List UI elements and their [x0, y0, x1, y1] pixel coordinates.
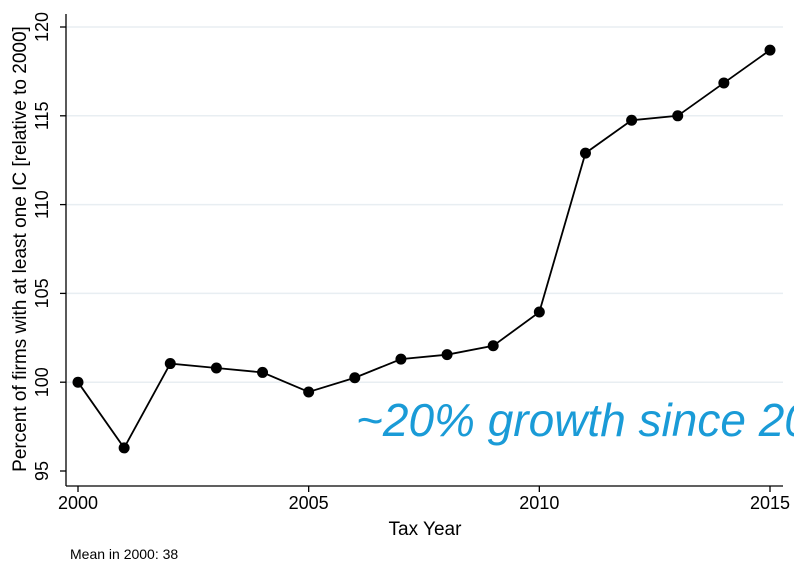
data-point-2001 [118, 442, 130, 454]
series-line [77, 49, 771, 450]
y-tick-label-115: 115 [32, 101, 52, 130]
data-point-2008 [441, 349, 453, 361]
axis-ticks: 95 100 105 110 115 120 2000 2005 2010 2015 [32, 12, 790, 513]
data-point-2014 [718, 77, 730, 89]
data-point-2003 [210, 362, 222, 374]
y-tick-label-120: 120 [32, 12, 52, 42]
data-point-2006 [349, 372, 361, 384]
y-tick-label-95: 95 [32, 461, 52, 481]
x-tick-label-2000: 2000 [58, 493, 98, 513]
data-point-2009 [487, 340, 499, 352]
data-point-2005 [303, 386, 315, 398]
y-tick-label-100: 100 [32, 367, 52, 397]
y-tick-label-105: 105 [32, 278, 52, 308]
baseline-note: Mean in 2000: 38 [70, 546, 178, 562]
data-point-2015 [764, 44, 776, 56]
growth-annotation: ~20% growth since 2000 [356, 394, 794, 446]
data-point-2007 [395, 353, 407, 365]
data-point-2013 [672, 110, 684, 122]
data-point-2011 [579, 147, 591, 159]
x-tick-label-2015: 2015 [750, 493, 790, 513]
data-point-2002 [164, 358, 176, 370]
axes [65, 14, 783, 487]
data-point-2004 [257, 366, 269, 378]
data-point-2012 [626, 114, 638, 126]
x-tick-label-2005: 2005 [289, 493, 329, 513]
y-tick-label-110: 110 [32, 190, 52, 219]
data-point-2000 [72, 376, 84, 388]
data-point-2010 [533, 306, 545, 318]
data-points [72, 44, 776, 454]
x-tick-label-2010: 2010 [519, 493, 559, 513]
gridlines [66, 26, 783, 383]
y-axis-title: Percent of firms with at least one IC [r… [10, 26, 31, 472]
series [77, 49, 771, 450]
x-axis-title: Tax Year [389, 519, 463, 540]
